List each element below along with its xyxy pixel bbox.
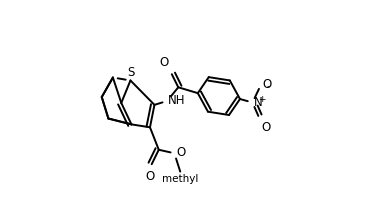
Text: O: O — [159, 56, 168, 69]
Text: O: O — [176, 146, 185, 159]
Text: O: O — [146, 170, 155, 183]
Text: NH: NH — [168, 94, 186, 108]
Text: S: S — [127, 66, 134, 79]
Text: methyl: methyl — [162, 174, 198, 184]
Text: O: O — [262, 78, 271, 91]
Text: -: - — [266, 82, 269, 91]
Text: O: O — [261, 121, 271, 134]
Text: N: N — [253, 96, 262, 109]
Text: +: + — [258, 95, 266, 104]
